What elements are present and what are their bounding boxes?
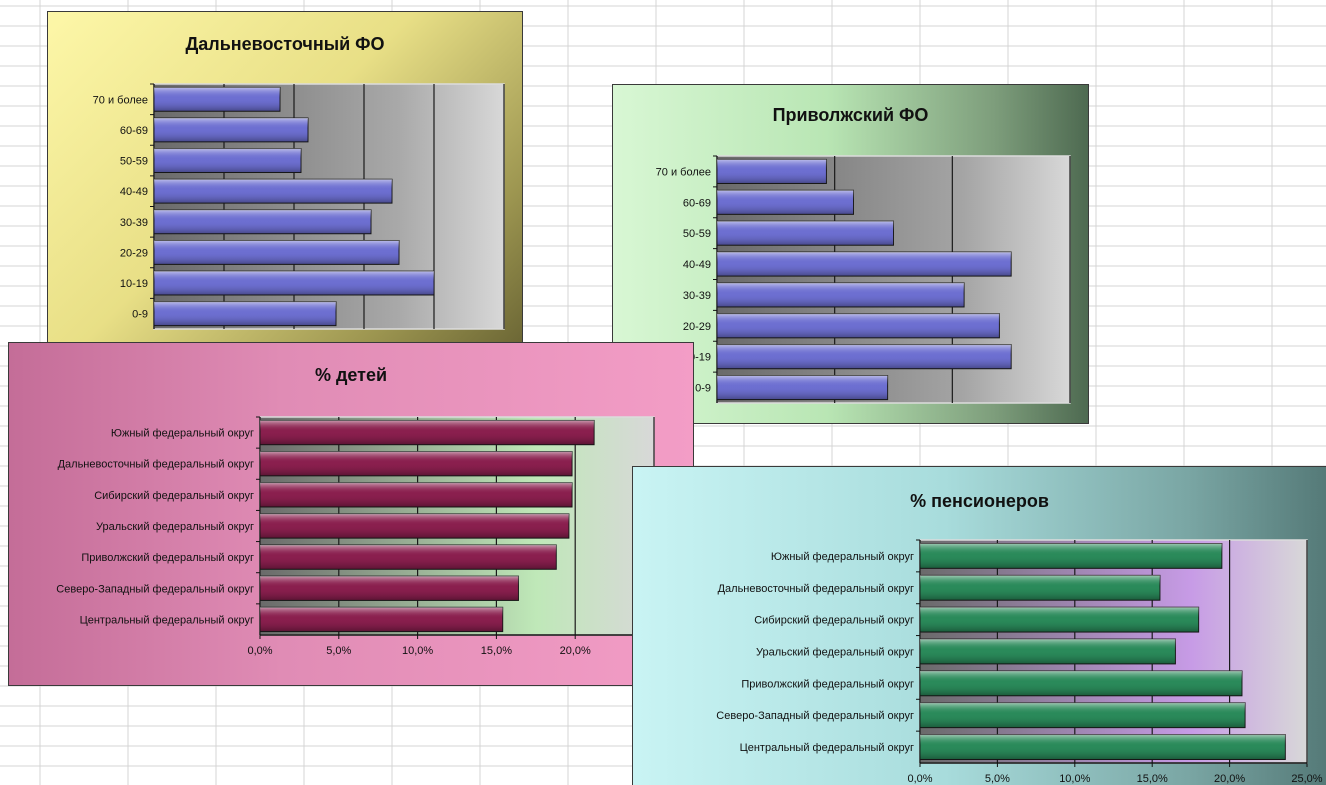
x-tick-label: 15,0% — [1137, 773, 1168, 785]
y-tick-label: Уральский федеральный округ — [96, 521, 254, 533]
bar-shine — [920, 575, 1160, 601]
bar-shine — [154, 117, 308, 142]
y-tick-label: 20-29 — [120, 247, 148, 259]
bar-shine — [717, 313, 1000, 338]
y-tick-label: Южный федеральный округ — [771, 551, 914, 563]
y-tick-label: Дальневосточный федеральный округ — [58, 459, 254, 471]
bar-shine — [717, 282, 965, 307]
y-tick-label: Приволжский федеральный округ — [81, 552, 254, 564]
chart-title: Приволжский ФО — [772, 105, 929, 125]
chart-children-percent[interactable]: % детей Южный федеральный округ Дальневос… — [8, 342, 694, 686]
bar-shine — [920, 639, 1176, 664]
y-tick-label: Северо-Западный федеральный округ — [56, 583, 254, 595]
y-tick-label: 30-39 — [683, 290, 711, 302]
x-tick-label: 5,0% — [985, 773, 1010, 785]
y-tick-label: Южный федеральный округ — [111, 428, 254, 440]
y-tick-label: Приволжский федеральный округ — [741, 678, 914, 690]
bar-shine — [154, 301, 336, 326]
y-tick-label: Дальневосточный федеральный округ — [718, 583, 914, 595]
bar-shine — [717, 190, 854, 215]
chart-title: Дальневосточный ФО — [185, 34, 385, 54]
bar-shine — [920, 734, 1286, 760]
y-tick-label: Центральный федеральный округ — [80, 614, 254, 626]
bar-shine — [920, 702, 1246, 728]
bar-shine — [260, 576, 519, 601]
y-tick-label: Центральный федеральный округ — [740, 742, 914, 754]
bar-shine — [717, 375, 888, 400]
y-tick-label: Сибирский федеральный округ — [754, 615, 914, 627]
bar-shine — [154, 87, 280, 112]
y-tick-label: 30-39 — [120, 217, 148, 229]
bar-shine — [154, 209, 371, 234]
y-tick-label: Уральский федеральный округ — [756, 647, 914, 659]
bar-shine — [260, 420, 595, 445]
x-tick-label: 10,0% — [402, 645, 433, 657]
y-tick-label: 70 и более — [93, 94, 148, 106]
bar-shine — [154, 148, 301, 173]
y-tick-label: 0-9 — [132, 309, 148, 321]
x-tick-label: 15,0% — [481, 645, 512, 657]
x-tick-label: 25,0% — [1291, 773, 1322, 785]
x-tick-label: 20,0% — [560, 645, 591, 657]
bar-shine — [717, 159, 827, 184]
bar-shine — [920, 543, 1222, 569]
bar-shine — [154, 240, 399, 265]
y-tick-label: 50-59 — [683, 228, 711, 240]
chart-plot: Южный федеральный округ Дальневосточный ф… — [716, 539, 1323, 785]
x-tick-label: 10,0% — [1059, 773, 1090, 785]
bar-shine — [260, 482, 573, 508]
chart-far-eastern-fo[interactable]: Дальневосточный ФО 70 и более 60-69 50-59 4… — [47, 11, 523, 351]
chart-title: % пенсионеров — [910, 491, 1049, 511]
y-tick-label: 60-69 — [683, 197, 711, 209]
bar-shine — [154, 271, 434, 296]
y-tick-label: 40-49 — [120, 186, 148, 198]
bar-shine — [717, 344, 1012, 369]
y-tick-label: 50-59 — [120, 156, 148, 168]
chart-pensioners-percent[interactable]: % пенсионеров Южный федеральный округ Дал… — [632, 466, 1326, 785]
bar-shine — [260, 451, 573, 476]
y-tick-label: Северо-Западный федеральный округ — [716, 710, 914, 722]
y-tick-label: Сибирский федеральный округ — [94, 490, 254, 502]
y-tick-label: 60-69 — [120, 125, 148, 137]
chart-plot: Южный федеральный округ Дальневосточный ф… — [56, 416, 670, 657]
bar-shine — [920, 607, 1199, 633]
chart-volga-fo[interactable]: Приволжский ФО 70 и более 60-69 50-59 40-49… — [612, 84, 1089, 424]
y-tick-label: 40-49 — [683, 259, 711, 271]
bar-shine — [717, 221, 894, 246]
y-tick-label: 20-29 — [683, 321, 711, 333]
y-tick-label: 0-9 — [695, 383, 711, 395]
y-tick-label: 10-19 — [120, 278, 148, 290]
x-tick-label: 20,0% — [1214, 773, 1245, 785]
x-tick-label: 5,0% — [326, 645, 351, 657]
chart-plot: 70 и более 60-69 50-59 40-49 30-39 20-29 10-19… — [93, 83, 505, 330]
chart-plot: 70 и более60-6950-5940-4930-3920-2910-19… — [656, 155, 1071, 404]
bar-shine — [920, 670, 1242, 696]
bar-shine — [260, 544, 557, 570]
y-tick-label: 70 и более — [656, 166, 711, 178]
bar-shine — [717, 252, 1012, 277]
x-tick-label: 0,0% — [247, 645, 272, 657]
chart-title: % детей — [314, 365, 388, 385]
bar-shine — [260, 607, 503, 632]
bar-shine — [154, 179, 392, 204]
x-tick-label: 0,0% — [907, 773, 932, 785]
bar-shine — [260, 513, 569, 539]
